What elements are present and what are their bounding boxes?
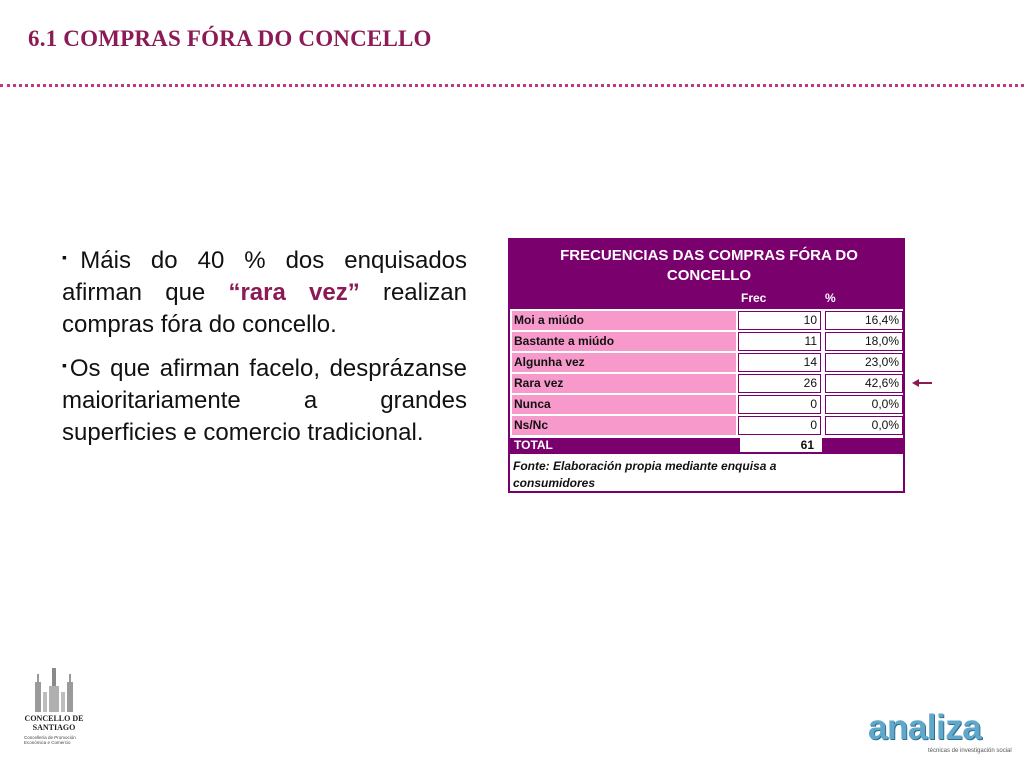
bullet-square-icon: ▪ [62,357,70,373]
row-pct: 42,6% [825,374,903,393]
row-pct: 18,0% [825,332,903,351]
bullet-list: ▪Máis do 40 % dos enquisados afirman que… [62,241,467,457]
row-label: Nunca [512,395,736,414]
row-freq: 10 [738,311,821,330]
bullet-square-icon: ▪ [62,249,81,265]
table-row: Nunca 0 0,0% [510,395,903,415]
row-freq: 26 [738,374,821,393]
column-header-pct: % [825,291,836,305]
concello-santiago-logo: CONCELLO DE SANTIAGO Concellería de Prom… [22,664,86,752]
bullet-emphasis: “rara vez” [228,279,360,306]
table-row: Rara vez 26 42,6% [510,374,903,394]
total-value: 61 [740,438,822,452]
bullet-text: Máis do 40 % dos enquisados afirman que [62,247,468,306]
row-label: Ns/Nc [512,416,736,435]
row-pct: 0,0% [825,395,903,414]
row-pct: 0,0% [825,416,903,435]
column-header-freq: Frec [741,291,767,305]
row-freq: 14 [738,353,821,372]
concello-name: CONCELLO DE SANTIAGO [22,714,86,732]
row-pct: 23,0% [825,353,903,372]
concello-name-line2: SANTIAGO [32,723,76,732]
table-header: FRECUENCIAS DAS COMPRAS FÓRA DO CONCELLO… [510,240,903,309]
table-title: FRECUENCIAS DAS COMPRAS FÓRA DO CONCELLO [560,247,858,284]
title-divider [0,84,1024,87]
row-freq: 0 [738,416,821,435]
bullet-item: ▪Os que afirman facelo, desprázanse maio… [62,349,467,449]
total-label: TOTAL [514,438,553,452]
row-freq: 0 [738,395,821,414]
frequency-table: FRECUENCIAS DAS COMPRAS FÓRA DO CONCELLO… [508,238,905,493]
row-label: Algunha vez [512,353,736,372]
row-label: Rara vez [512,374,736,393]
bullet-text: Os que afirman facelo, desprázanse maior… [62,355,468,446]
slide-title: 6.1 COMPRAS FÓRA DO CONCELLO [28,26,432,51]
table-row: Bastante a miúdo 11 18,0% [510,332,903,352]
table-row: Moi a miúdo 10 16,4% [510,311,903,331]
table-source-note: Fonte: Elaboración propia mediante enqui… [513,459,777,490]
arrow-left-icon [912,379,932,387]
analiza-wordmark: analiza [868,708,982,747]
table-row: Algunha vez 14 23,0% [510,353,903,373]
row-label: Moi a miúdo [512,311,736,330]
analiza-logo: analiza técnicas de investigación social [868,708,1014,758]
bullet-item: ▪Máis do 40 % dos enquisados afirman que… [62,241,467,341]
bullet-text: realizan compras fóra do concello. [62,279,467,338]
concello-subtitle: Concellería de Promoción Económica e Com… [24,735,76,745]
analiza-tagline: técnicas de investigación social [928,748,1012,754]
table-total-row: TOTAL 61 [510,438,903,454]
row-pct: 16,4% [825,311,903,330]
row-freq: 11 [738,332,821,351]
cathedral-icon [35,668,73,712]
row-label: Bastante a miúdo [512,332,736,351]
table-row: Ns/Nc 0 0,0% [510,416,903,436]
concello-name-line1: CONCELLO DE [24,714,84,723]
